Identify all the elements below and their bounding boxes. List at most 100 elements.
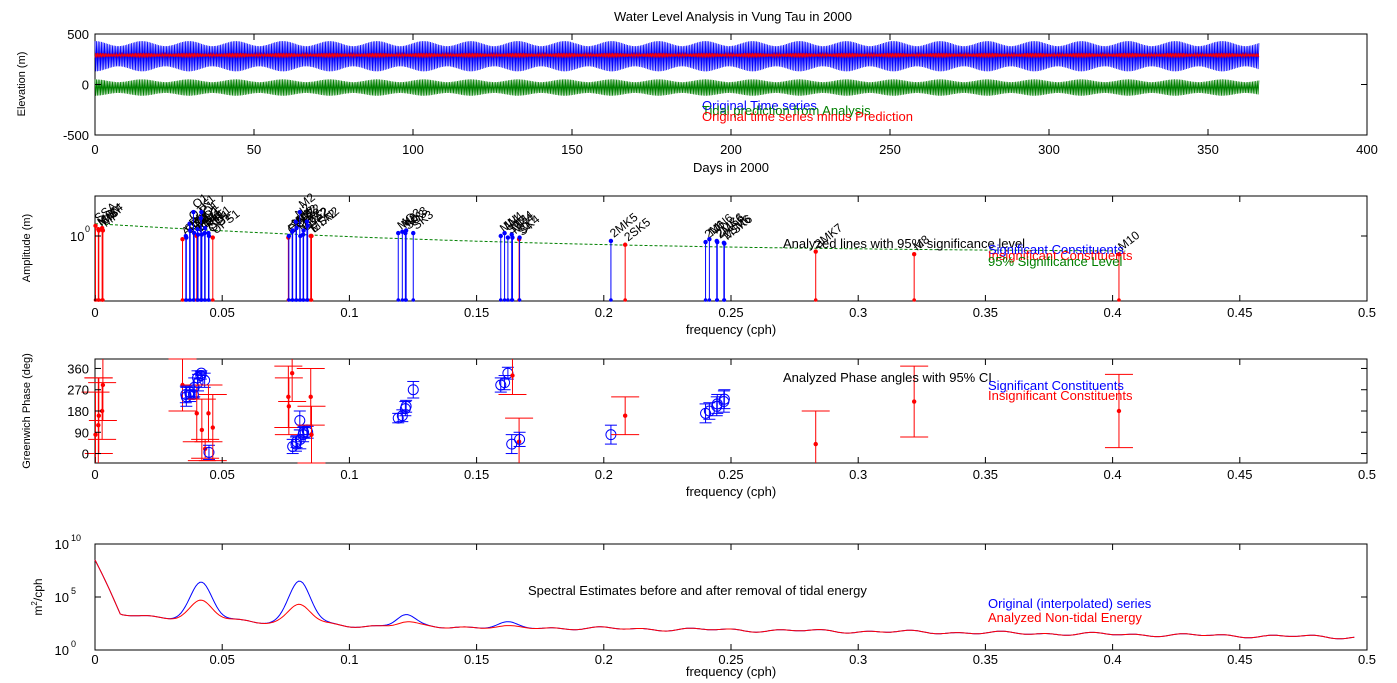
stem-base-MK4: [510, 298, 515, 302]
phase-marker: [718, 393, 730, 405]
phase-point: [498, 375, 511, 391]
phase-annotation: Analyzed Phase angles with 95% CI: [783, 370, 992, 385]
phase-marker: [813, 441, 818, 447]
stem-head-UPS1: [210, 235, 215, 240]
xtick-label: 0.15: [464, 652, 489, 667]
stem-head-ALP1: [180, 237, 185, 242]
timeseries-line-2: [94, 52, 1260, 59]
xtick-label: 0.2: [595, 467, 613, 482]
phase-marker: [199, 427, 205, 433]
stem-head-L2: [301, 228, 306, 233]
phase-point: [718, 389, 731, 410]
xtick-label: 0.05: [210, 305, 235, 320]
spectrum-panel: 0 0.05 0.1 0.15 0.2 0.25 0.3 0.35 0.4 0.45 0.5 10 0…: [30, 533, 1376, 679]
stem-base-MKS2: [298, 298, 303, 302]
stem-head-MN4: [498, 233, 503, 239]
phase-point: [81, 391, 110, 463]
stem-head-3MK7: [813, 249, 818, 254]
spectrum-ylabel-rest: /cph: [31, 578, 45, 601]
stem-base-3MK7: [813, 298, 818, 302]
ytick-label: 180: [67, 404, 89, 419]
phase-marker: [93, 432, 98, 437]
amplitude-xlabel: frequency (cph): [686, 322, 776, 337]
stem-base-MSK6: [722, 298, 727, 302]
stem-head-MU2: [290, 228, 295, 233]
spectrum-nontidal-line: [94, 559, 1355, 640]
stem-base-MU2: [290, 298, 295, 302]
stem-head-K1: [199, 209, 204, 215]
amplitude-legend-significant: Significant Constituents: [988, 242, 1124, 257]
stem-base-L2: [301, 298, 306, 302]
stem-head-2SK5: [622, 242, 628, 247]
xtick-label: 0.15: [464, 467, 489, 482]
phase-xticks: 0 0.05 0.1 0.15 0.2 0.25 0.3 0.35 0.4 0.45 0.5: [91, 359, 1376, 482]
phase-point: [505, 417, 534, 463]
phase-marker: [96, 413, 102, 418]
ytick-label: -500: [63, 128, 89, 143]
phase-point: [301, 425, 314, 439]
xtick-label: 0.3: [849, 652, 867, 667]
timeseries-xlabel: Days in 2000: [693, 160, 769, 175]
timeseries-legend-prediction: Tidal prediction from Analysis: [702, 103, 871, 118]
phase-yticks: 0 90 180 270 360: [67, 361, 1367, 462]
phase-marker: [308, 394, 313, 400]
stem-head-M6: [707, 237, 712, 242]
stem-head-P1: [198, 215, 204, 221]
phase-marker: [506, 438, 518, 450]
phase-point: [198, 393, 227, 462]
phase-marker: [289, 370, 295, 376]
phase-marker: [514, 433, 526, 445]
amplitude-significance-line: [94, 223, 1126, 252]
stem-base-K2: [305, 298, 310, 302]
stem-base-2SK5: [623, 298, 627, 302]
phase-ylabel: Greenwich Phase (deg): [21, 353, 33, 469]
stem-head-K2: [305, 223, 310, 228]
phase-marker: [192, 377, 204, 389]
stem-base-CHI1: [196, 298, 200, 302]
spectrum-legend-nontidal: Analyzed Non-tidal Energy: [988, 610, 1142, 625]
stem-head-NU2: [294, 225, 299, 231]
stem-base-MM: [97, 298, 101, 302]
phase-marker: [203, 446, 215, 458]
stem-base-2MN6: [703, 298, 708, 302]
phase-point: [900, 365, 929, 438]
stem-base-SN4: [506, 298, 510, 302]
ytick-label-exp: 0: [71, 639, 76, 649]
ytick-label-exp: 10: [71, 533, 81, 543]
xtick-label: 0.35: [973, 652, 998, 667]
stem-head-SK3: [411, 230, 416, 236]
phase-marker: [206, 411, 211, 416]
phase-point: [611, 396, 640, 436]
stem-base-ALP1: [180, 298, 185, 302]
phase-point: [400, 399, 413, 413]
phase-marker: [286, 404, 292, 409]
stem-head-ETA2: [309, 233, 314, 239]
xtick-label: 0.05: [210, 467, 235, 482]
stem-head-2MK6: [715, 239, 720, 245]
xtick-label: 0.2: [595, 652, 613, 667]
phase-marker: [1116, 408, 1122, 414]
stem-base-UPS1: [210, 298, 215, 302]
ytick-label-base: 10: [55, 537, 69, 552]
stem-base-M8: [912, 298, 916, 302]
stem-head-M10: [1116, 251, 1122, 257]
stem-base-EPS2: [287, 298, 291, 302]
ytick-label: 0: [82, 78, 89, 93]
xtick-label: 0.45: [1227, 467, 1252, 482]
timeseries-yticks: -500 0 500: [63, 27, 1367, 143]
stem-head-SSA: [93, 223, 98, 228]
phase-point: [399, 401, 412, 417]
phase-point: [513, 431, 526, 447]
phase-point: [801, 410, 830, 463]
phase-legend-insignificant: Insignificant Constituents: [988, 388, 1133, 403]
xtick-label: 0.35: [973, 467, 998, 482]
phase-marker: [516, 439, 522, 444]
phase-point: [407, 380, 420, 399]
xtick-label: 0.4: [1104, 467, 1122, 482]
amplitude-ytick: 10 0: [70, 224, 1367, 244]
spectrum-legend-original: Original (interpolated) series: [988, 596, 1152, 611]
stem-head-SIG1: [184, 235, 189, 240]
stem-base-ETA2: [309, 298, 314, 302]
